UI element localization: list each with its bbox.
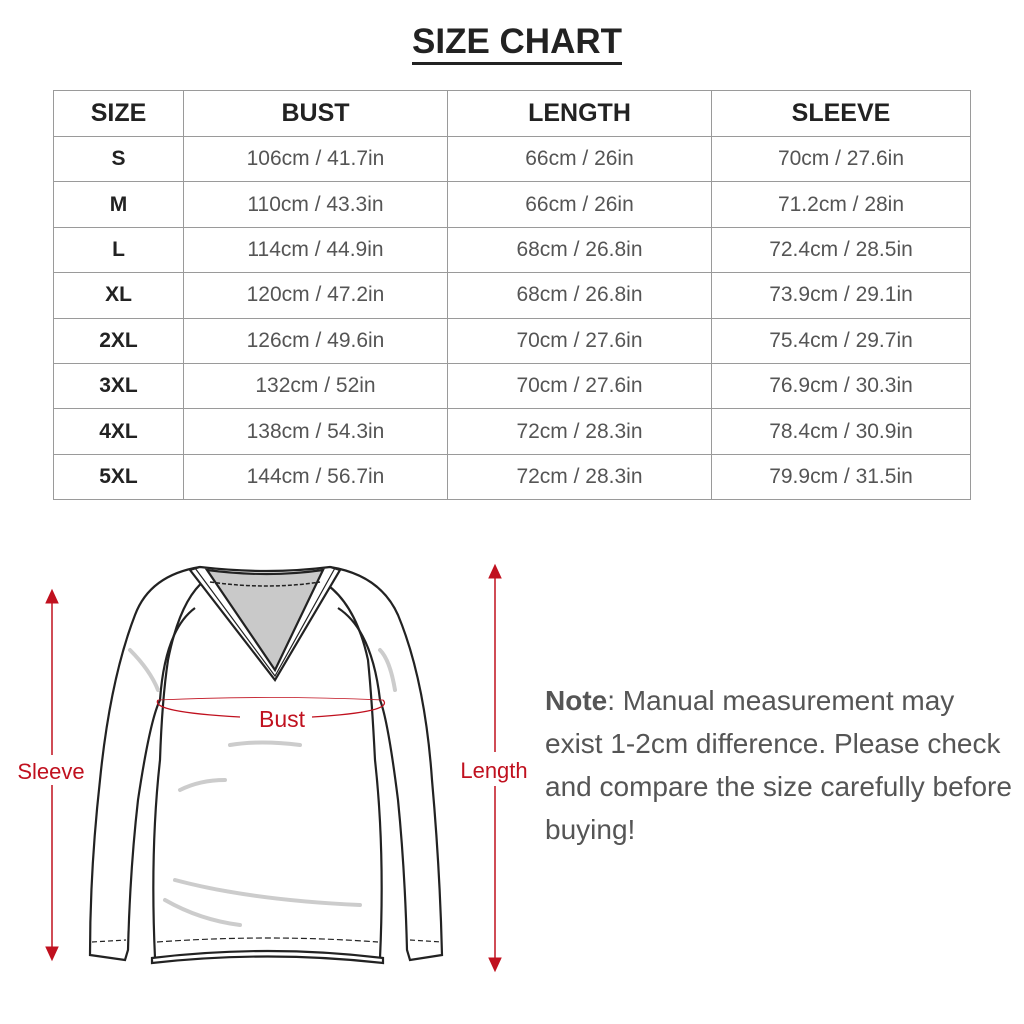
size-cell: L [53,226,184,274]
size-cell: 4XL [53,408,184,455]
bust-cell: 110cm / 43.3in [183,181,448,228]
arrow-down-icon [45,946,59,962]
page-title: SIZE CHART [0,22,1024,65]
bust-cell: 132cm / 52in [183,362,448,410]
table-row: 2XL 126cm / 49.6in 70cm / 27.6in 75.4cm / 2… [53,317,971,364]
length-label: Length [460,758,527,783]
size-cell: 3XL [53,362,184,410]
table-row: L 114cm / 44.9in 68cm / 26.8in 72.4cm / 28.… [53,226,971,274]
bust-measure [156,697,386,718]
size-cell: M [53,181,184,228]
shirt-folds [128,648,397,927]
size-cell: S [53,135,184,183]
length-cell: 70cm / 27.6in [447,362,712,410]
sleeve-cell: 79.9cm / 31.5in [711,453,971,501]
shirt-diagram: Bust Sleeve Length [17,563,528,973]
length-arrow [488,563,502,973]
arrow-up-icon [488,563,502,579]
length-cell: 70cm / 27.6in [447,317,712,364]
bust-cell: 106cm / 41.7in [183,135,448,183]
length-cell: 68cm / 26.8in [447,272,712,319]
bust-label: Bust [259,706,306,732]
sleeve-cell: 72.4cm / 28.5in [711,226,971,274]
sleeve-cell: 76.9cm / 30.3in [711,362,971,410]
sleeve-arrow [45,588,59,962]
note: Note: Manual measurement may exist 1-2cm… [545,679,1015,851]
sleeve-cell: 70cm / 27.6in [711,135,971,183]
header-bust: BUST [183,90,448,137]
bust-cell: 120cm / 47.2in [183,272,448,319]
sleeve-cell: 71.2cm / 28in [711,181,971,228]
bust-cell: 138cm / 54.3in [183,408,448,455]
bust-cell: 144cm / 56.7in [183,453,448,501]
table-row: XL 120cm / 47.2in 68cm / 26.8in 73.9cm / 29… [53,272,971,319]
length-cell: 66cm / 26in [447,135,712,183]
arrow-up-icon [45,588,59,604]
length-cell: 68cm / 26.8in [447,226,712,274]
bust-cell: 126cm / 49.6in [183,317,448,364]
header-size: SIZE [53,90,184,137]
header-sleeve: SLEEVE [711,90,971,137]
sleeve-label: Sleeve [17,759,84,784]
size-table: SIZE BUST LENGTH SLEEVE S 106cm / 41.7in 6… [53,90,971,501]
sleeve-cell: 78.4cm / 30.9in [711,408,971,455]
size-cell: 2XL [53,317,184,364]
table-row: S 106cm / 41.7in 66cm / 26in 70cm / 27.6in [53,135,971,183]
size-cell: 5XL [53,453,184,501]
table-row: 5XL 144cm / 56.7in 72cm / 28.3in 79.9cm / 3… [53,453,971,501]
length-cell: 72cm / 28.3in [447,408,712,455]
note-label: Note [545,685,608,716]
length-cell: 66cm / 26in [447,181,712,228]
length-cell: 72cm / 28.3in [447,453,712,501]
table-row: 4XL 138cm / 54.3in 72cm / 28.3in 78.4cm / 3… [53,408,971,455]
table-row: 3XL 132cm / 52in 70cm / 27.6in 76.9cm / 30.… [53,362,971,410]
bust-cell: 114cm / 44.9in [183,226,448,274]
sleeve-cell: 75.4cm / 29.7in [711,317,971,364]
table-row: M 110cm / 43.3in 66cm / 26in 71.2cm / 28in [53,181,971,228]
sleeve-cell: 73.9cm / 29.1in [711,272,971,319]
arrow-down-icon [488,957,502,973]
header-length: LENGTH [447,90,712,137]
note-text: : Manual measurement may exist 1-2cm dif… [545,685,1012,845]
size-cell: XL [53,272,184,319]
table-header-row: SIZE BUST LENGTH SLEEVE [53,90,971,137]
shirt-outline [88,565,444,965]
